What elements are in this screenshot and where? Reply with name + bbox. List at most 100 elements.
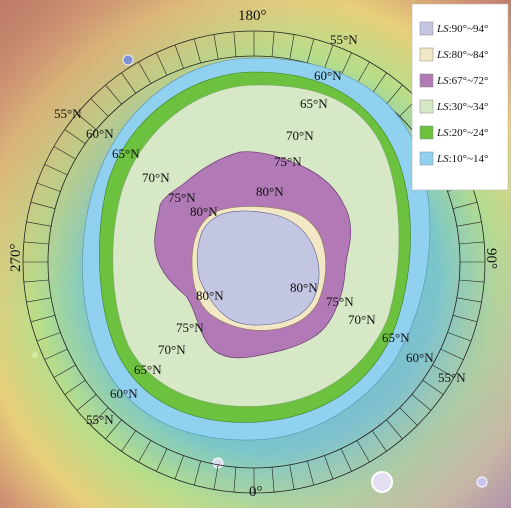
zone-ls90: [196, 210, 320, 326]
graticule-tick: [340, 448, 352, 472]
graticule-tick: [271, 467, 275, 493]
legend-swatch: [419, 47, 434, 62]
graticule-tick: [138, 440, 152, 463]
legend-item: LS:30°~34°: [419, 99, 488, 114]
legend-item: LS:67°~72°: [419, 73, 488, 88]
graticule-tick: [447, 332, 472, 342]
graticule-tick: [30, 315, 56, 323]
graticule-tick: [356, 440, 370, 463]
lat-label-80-bottom: 80°N: [196, 288, 224, 303]
graticule-tick: [90, 407, 109, 426]
graticule-tick: [64, 129, 86, 145]
legend-swatch: [419, 151, 434, 166]
graticule-tick: [233, 31, 237, 57]
graticule-tick: [456, 297, 482, 303]
graticule-tick: [36, 332, 61, 342]
lat-label-75-left: 75°N: [168, 190, 196, 205]
graticule-tick: [64, 379, 86, 395]
lat-label-60-left: 60°N: [86, 126, 114, 141]
graticule-tick: [36, 182, 61, 192]
lat-label-60-bottom: 60°N: [110, 386, 138, 401]
graticule-tick: [193, 38, 201, 64]
longitude-label-180: 180°: [238, 8, 267, 24]
graticule-tick: [90, 98, 109, 117]
graticule-tick: [452, 201, 478, 209]
graticule-tick: [356, 61, 370, 84]
graticule-tick: [399, 407, 418, 426]
graticule-tick: [105, 84, 122, 105]
graticule-tick: [26, 297, 52, 303]
lat-label-55-top: 55°N: [330, 32, 358, 47]
graticule-tick: [121, 430, 137, 452]
legend-swatch: [419, 125, 434, 140]
lat-label-80-right: 80°N: [290, 280, 318, 295]
graticule-tick: [271, 31, 275, 57]
graticule-tick: [213, 464, 219, 490]
graticule-tick: [44, 164, 68, 176]
lat-label-75-right: 75°N: [326, 294, 354, 309]
crater: [122, 54, 134, 66]
graticule-tick: [371, 72, 387, 94]
longitude-label-90: 90°: [483, 248, 499, 269]
graticule-tick: [156, 52, 168, 76]
graticule-tick: [432, 364, 455, 378]
graticule-tick: [459, 279, 485, 283]
graticule-tick: [307, 460, 315, 486]
crater: [32, 352, 38, 358]
legend-label: LS:67°~72°: [436, 75, 488, 87]
legend-label: LS:10°~14°: [436, 153, 488, 165]
legend-swatch: [419, 73, 434, 88]
graticule-tick: [174, 44, 184, 69]
crater: [371, 471, 393, 493]
lat-label-65-left: 65°N: [112, 146, 140, 161]
lat-label-55-left: 55°N: [54, 106, 82, 121]
latitude-labels: 55°N 60°N 65°N 70°N 75°N 80°N 55°N 60°N …: [54, 32, 466, 427]
graticule-tick: [213, 34, 219, 60]
graticule-tick: [459, 241, 485, 245]
lat-label-65-right: 65°N: [382, 330, 410, 345]
lat-label-60-right: 60°N: [406, 350, 434, 365]
graticule-tick: [422, 379, 444, 395]
legend-swatch: [419, 99, 434, 114]
graticule-tick: [23, 279, 49, 283]
graticule-tick: [452, 315, 478, 323]
graticule-tick: [386, 84, 403, 105]
graticule-tick: [174, 455, 184, 480]
lat-label-70-top: 70°N: [286, 128, 314, 143]
longitude-label-0: 0°: [249, 484, 263, 500]
crater: [476, 476, 488, 488]
graticule-tick: [105, 419, 122, 440]
legend-item: LS:20°~24°: [419, 125, 488, 140]
lat-label-75-bottom: 75°N: [176, 320, 204, 335]
graticule-tick: [371, 430, 387, 452]
lat-label-80-left: 80°N: [190, 204, 218, 219]
legend-label: LS:90°~94°: [436, 23, 488, 35]
graticule-tick: [193, 460, 201, 486]
lat-label-70-bottom: 70°N: [158, 342, 186, 357]
legend-swatch: [419, 21, 434, 36]
lat-label-70-left: 70°N: [142, 170, 170, 185]
lat-label-70-right: 70°N: [348, 312, 376, 327]
graticule-tick: [340, 52, 352, 76]
graticule-tick: [26, 221, 52, 227]
graticule-tick: [23, 241, 49, 245]
lat-label-75-top: 75°N: [274, 154, 302, 169]
longitude-label-270: 270°: [8, 244, 24, 273]
graticule-tick: [289, 464, 295, 490]
graticule-tick: [76, 113, 97, 130]
graticule-tick: [324, 455, 334, 480]
graticule-tick: [30, 201, 56, 209]
graticule-tick: [440, 348, 464, 360]
legend-label: LS:20°~24°: [436, 127, 488, 139]
lat-label-55-right: 55°N: [438, 370, 466, 385]
graticule-tick: [156, 448, 168, 472]
lat-label-55-bottom: 55°N: [86, 412, 114, 427]
legend-label: LS:30°~34°: [436, 101, 488, 113]
graticule-tick: [121, 72, 137, 94]
lat-label-65-bottom: 65°N: [134, 362, 162, 377]
legend-label: LS:80°~84°: [436, 49, 488, 61]
graticule-tick: [307, 38, 315, 64]
graticule-tick: [44, 348, 68, 360]
graticule-tick: [324, 44, 334, 69]
